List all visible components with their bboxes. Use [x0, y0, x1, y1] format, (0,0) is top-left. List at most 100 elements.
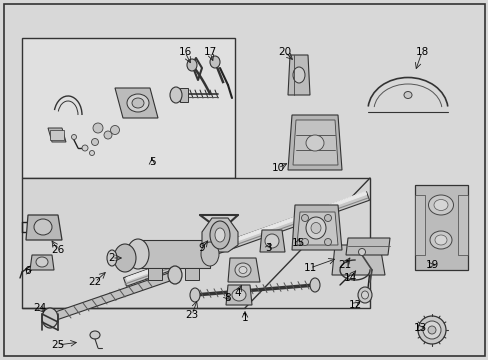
Ellipse shape	[132, 98, 143, 108]
Polygon shape	[26, 215, 62, 240]
Text: 24: 24	[33, 303, 46, 313]
Ellipse shape	[168, 266, 182, 284]
Text: 4: 4	[234, 288, 241, 298]
Polygon shape	[115, 88, 158, 118]
Polygon shape	[22, 38, 235, 178]
Polygon shape	[49, 271, 176, 322]
Text: 18: 18	[414, 47, 428, 57]
Polygon shape	[414, 195, 424, 255]
Ellipse shape	[361, 291, 368, 299]
Polygon shape	[287, 55, 309, 95]
Text: 19: 19	[425, 260, 438, 270]
Polygon shape	[225, 285, 251, 305]
Ellipse shape	[215, 228, 224, 242]
Text: 1: 1	[241, 313, 248, 323]
Ellipse shape	[231, 289, 245, 301]
Ellipse shape	[186, 59, 197, 71]
Ellipse shape	[71, 135, 76, 140]
Polygon shape	[457, 195, 467, 255]
Ellipse shape	[417, 316, 445, 344]
Ellipse shape	[209, 221, 229, 249]
Ellipse shape	[114, 244, 136, 272]
Ellipse shape	[427, 326, 435, 334]
Polygon shape	[126, 192, 366, 280]
Ellipse shape	[42, 308, 58, 328]
Text: 3: 3	[264, 243, 271, 253]
Polygon shape	[184, 268, 199, 280]
Polygon shape	[48, 128, 66, 142]
Text: 23: 23	[185, 310, 198, 320]
Ellipse shape	[201, 242, 219, 266]
Ellipse shape	[235, 263, 250, 277]
Ellipse shape	[107, 250, 117, 266]
Text: 12: 12	[347, 300, 361, 310]
Ellipse shape	[264, 234, 279, 248]
Text: 25: 25	[51, 340, 64, 350]
Text: 11: 11	[303, 263, 316, 273]
Ellipse shape	[310, 222, 320, 234]
Ellipse shape	[170, 87, 182, 103]
Polygon shape	[291, 205, 341, 250]
Ellipse shape	[301, 215, 308, 221]
Ellipse shape	[422, 321, 440, 339]
Text: 10: 10	[271, 163, 284, 173]
Ellipse shape	[239, 266, 246, 274]
Text: 2: 2	[108, 253, 115, 263]
Ellipse shape	[324, 239, 331, 246]
Ellipse shape	[434, 235, 446, 245]
Ellipse shape	[110, 126, 119, 135]
Ellipse shape	[429, 231, 451, 249]
Text: 16: 16	[178, 47, 191, 57]
Polygon shape	[30, 255, 54, 270]
Text: 17: 17	[203, 47, 216, 57]
Ellipse shape	[127, 94, 149, 112]
Text: 20: 20	[278, 47, 291, 57]
Polygon shape	[202, 218, 238, 252]
Ellipse shape	[89, 150, 94, 156]
Ellipse shape	[357, 287, 371, 303]
Text: 14: 14	[343, 273, 356, 283]
Ellipse shape	[433, 199, 447, 211]
Ellipse shape	[127, 239, 149, 269]
Polygon shape	[22, 178, 369, 308]
Ellipse shape	[93, 123, 103, 133]
Text: 8: 8	[224, 293, 231, 303]
Ellipse shape	[358, 248, 365, 256]
Text: 9: 9	[198, 243, 205, 253]
Text: 15: 15	[291, 238, 304, 248]
Polygon shape	[227, 258, 260, 282]
Ellipse shape	[427, 195, 452, 215]
Polygon shape	[138, 240, 209, 268]
Polygon shape	[414, 185, 467, 270]
Ellipse shape	[82, 145, 88, 151]
Ellipse shape	[403, 91, 411, 99]
Text: 5: 5	[148, 157, 155, 167]
Text: 13: 13	[412, 323, 426, 333]
Polygon shape	[50, 130, 64, 140]
Text: 21: 21	[338, 260, 351, 270]
Ellipse shape	[305, 135, 324, 151]
Polygon shape	[287, 115, 341, 170]
Ellipse shape	[292, 67, 305, 83]
Ellipse shape	[309, 278, 319, 292]
Polygon shape	[296, 212, 337, 245]
Ellipse shape	[190, 288, 200, 302]
Polygon shape	[260, 230, 285, 252]
Ellipse shape	[34, 219, 52, 235]
Polygon shape	[148, 268, 162, 280]
Text: 22: 22	[88, 277, 102, 287]
Polygon shape	[123, 192, 369, 286]
Ellipse shape	[305, 217, 325, 239]
Ellipse shape	[324, 215, 331, 221]
Ellipse shape	[36, 257, 48, 267]
Ellipse shape	[90, 331, 100, 339]
Polygon shape	[180, 88, 187, 102]
Ellipse shape	[209, 56, 220, 68]
Ellipse shape	[301, 239, 308, 246]
Polygon shape	[346, 238, 389, 255]
Text: 26: 26	[51, 245, 64, 255]
Polygon shape	[292, 120, 337, 165]
Text: 6: 6	[24, 266, 31, 276]
Ellipse shape	[91, 139, 98, 145]
Ellipse shape	[104, 131, 112, 139]
